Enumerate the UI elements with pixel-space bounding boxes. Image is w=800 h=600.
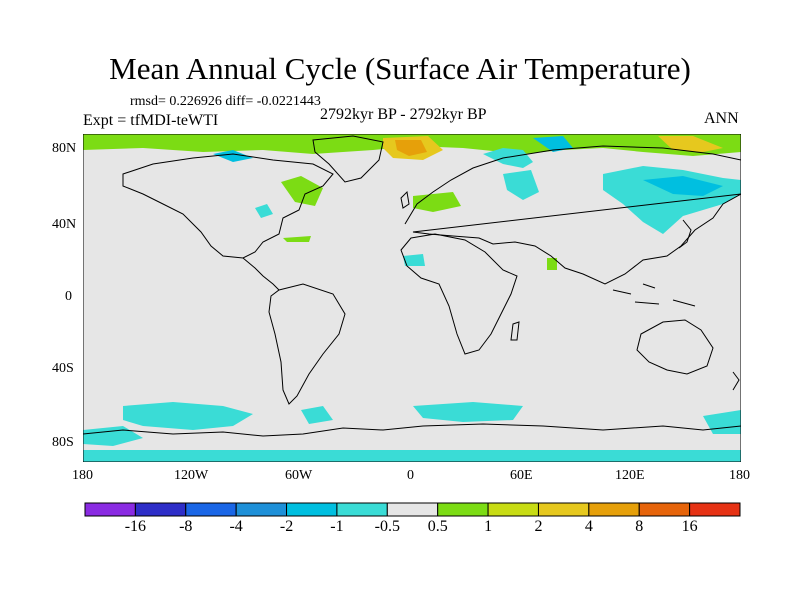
page-title: Mean Annual Cycle (Surface Air Temperatu… — [109, 51, 691, 86]
central-asia-cyan — [503, 170, 539, 200]
colorbar-label: 1 — [484, 518, 493, 535]
colorbar-label: -4 — [229, 518, 243, 535]
sahara-cyan — [403, 254, 425, 266]
colorbar-label: -1 — [330, 518, 344, 535]
colorbar-label: 0.5 — [427, 518, 448, 535]
colorbar-label: 16 — [681, 518, 698, 535]
siberia-dark-cyan — [643, 176, 723, 196]
colorbar-label: -8 — [179, 518, 193, 535]
colorbar-swatch — [185, 502, 237, 517]
anomaly-regions — [83, 134, 741, 462]
arabia-green — [547, 258, 557, 270]
lat-label-40s: 40S — [52, 361, 74, 376]
experiment-label: Expt = tfMDI-teWTI — [83, 112, 219, 129]
us-east-cyan — [255, 204, 273, 218]
lat-label-80n: 80N — [52, 141, 77, 156]
central-america-coast — [242, 257, 280, 291]
lon-label-180e: 180 — [729, 468, 750, 483]
europe-green — [413, 192, 461, 212]
colorbar-swatch — [134, 502, 187, 517]
australia-coast — [636, 319, 714, 375]
colorbar-swatch — [437, 502, 489, 517]
colorbar-swatch — [689, 502, 741, 517]
colorbar-label: 2 — [534, 518, 543, 535]
colorbar-swatch — [336, 502, 388, 517]
lon-label-60w: 60W — [285, 468, 313, 483]
coastlines — [83, 135, 741, 437]
colorbar-label: -16 — [124, 518, 147, 535]
colorbar-swatch — [537, 502, 590, 517]
arctic-cyan-patch — [533, 136, 573, 152]
arctic-east-orange — [658, 136, 723, 152]
antarctic-cyan-west — [123, 402, 253, 430]
colorbar-swatch — [588, 502, 640, 517]
stats-text: rmsd= 0.226926 diff= -0.0221443 — [130, 94, 321, 109]
north-america-coast — [122, 153, 334, 259]
world-map — [83, 134, 741, 462]
scandinavia-cyan — [483, 148, 533, 168]
indonesia-coast — [612, 283, 696, 307]
lon-label-60e: 60E — [510, 468, 533, 483]
uk-coast — [400, 190, 410, 209]
lon-label-180w: 180 — [72, 468, 93, 483]
season-label: ANN — [704, 110, 739, 127]
hudson-green — [281, 176, 323, 206]
eurasia-coast — [404, 145, 741, 285]
colorbar-swatch — [84, 502, 136, 517]
colorbar-label: -0.5 — [374, 518, 400, 535]
japan-coast — [678, 219, 692, 249]
colorbar-swatch — [386, 502, 439, 517]
lon-label-120w: 120W — [174, 468, 209, 483]
antarctic-cyan-east — [703, 410, 741, 434]
period-label: 2792kyr BP - 2792kyr BP — [320, 106, 487, 123]
colorbar-label: 8 — [635, 518, 644, 535]
colorbar-swatch — [235, 502, 288, 517]
colorbar-swatch — [638, 502, 691, 517]
colorbar-swatch — [487, 502, 539, 517]
lon-label-0: 0 — [407, 468, 414, 483]
new-zealand-coast — [732, 371, 740, 391]
lat-label-80s: 80S — [52, 435, 74, 450]
colorbar-swatch — [286, 502, 338, 517]
antarctica-coast — [83, 423, 741, 437]
antarctic-cyan-band — [83, 450, 741, 462]
atlantic-green — [283, 236, 311, 242]
lon-label-120e: 120E — [615, 468, 645, 483]
colorbar-label: 4 — [584, 518, 593, 535]
antarctic-cyan-small — [301, 406, 333, 424]
lat-label-0: 0 — [65, 289, 72, 304]
lat-label-40n: 40N — [52, 217, 77, 232]
antarctic-cyan-center — [413, 402, 523, 422]
canada-cyan-patch — [213, 150, 253, 162]
colorbar-label: -2 — [279, 518, 294, 535]
south-america-coast — [268, 283, 346, 405]
greenland-coast — [312, 135, 384, 183]
arctic-dark-orange-patch — [395, 140, 427, 156]
africa-coast — [400, 233, 518, 355]
antarctic-cyan-far-west — [83, 426, 143, 446]
madagascar-coast — [510, 321, 520, 341]
